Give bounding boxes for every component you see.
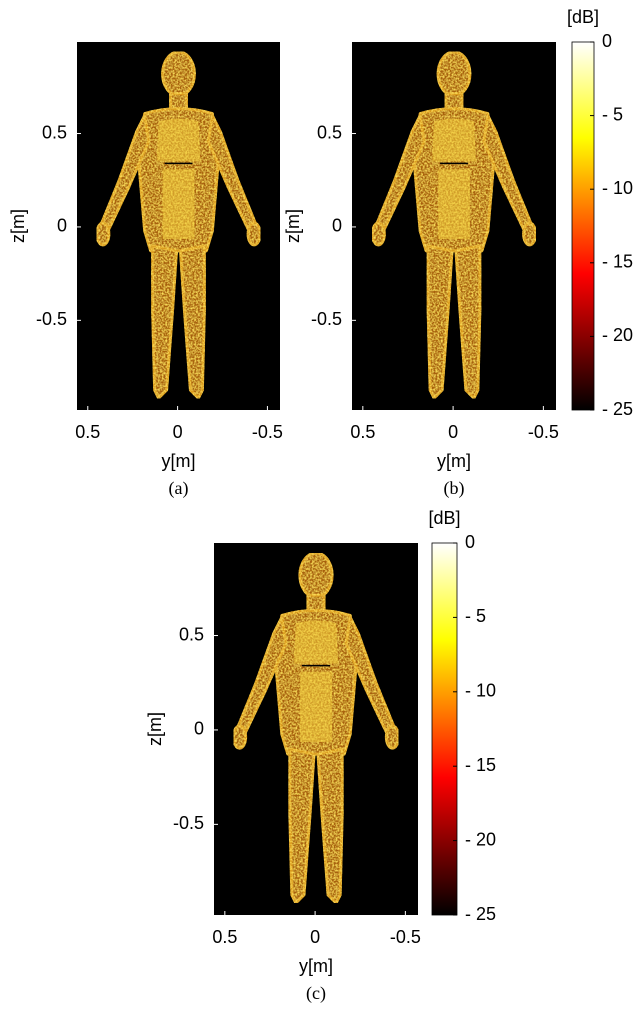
y-tick-label: -0.5 <box>36 309 67 329</box>
y-tick-label: 0 <box>332 216 342 236</box>
colorbar <box>572 42 594 410</box>
x-tick-label: 0 <box>310 927 320 947</box>
x-tick-label: -0.5 <box>390 927 421 947</box>
y-tick-label: -0.5 <box>173 813 204 833</box>
colorbar-label: [dB] <box>567 7 599 27</box>
y-axis-label: z[m] <box>145 712 165 746</box>
y-tick-label: 0 <box>57 216 67 236</box>
caption: (c) <box>306 983 326 1004</box>
y-tick-label: 0.5 <box>317 122 342 142</box>
colorbar-tick-label: - 25 <box>465 904 496 924</box>
colorbar-tick-label: - 5 <box>602 104 623 124</box>
x-axis-label: y[m] <box>437 451 471 471</box>
colorbar-tick-label: - 5 <box>465 606 486 626</box>
x-tick-label: 0 <box>448 422 458 442</box>
x-axis-label: y[m] <box>162 451 196 471</box>
caption: (b) <box>444 478 465 499</box>
colorbar-tick-label: - 15 <box>465 755 496 775</box>
x-tick-label: 0.5 <box>212 927 237 947</box>
y-tick-label: 0.5 <box>179 624 204 644</box>
y-tick-label: -0.5 <box>311 309 342 329</box>
colorbar-tick-label: - 20 <box>602 325 633 345</box>
colorbar-label: [dB] <box>428 508 460 528</box>
colorbar-tick-label: - 15 <box>602 252 633 272</box>
colorbar-tick-label: 0 <box>465 532 475 552</box>
colorbar-tick-label: - 20 <box>465 829 496 849</box>
y-tick-label: 0.5 <box>42 122 67 142</box>
x-axis-label: y[m] <box>299 956 333 976</box>
colorbar-tick-label: 0 <box>602 31 612 51</box>
colorbar <box>432 543 457 915</box>
colorbar-tick-label: - 25 <box>602 399 633 419</box>
y-axis-label: z[m] <box>283 209 303 243</box>
caption: (a) <box>169 478 189 499</box>
x-tick-label: 0.5 <box>350 422 375 442</box>
colorbar-tick-label: - 10 <box>465 681 496 701</box>
y-tick-label: 0 <box>194 719 204 739</box>
x-tick-label: -0.5 <box>528 422 559 442</box>
figure: 0.5 0 -0.5 0.5 0 -0.5 y[m] z[m] (a) 0.5 0 -0.5 0.5 0 -… <box>0 0 644 1011</box>
x-tick-label: -0.5 <box>252 422 283 442</box>
y-axis-label: z[m] <box>8 209 28 243</box>
page: 0.5 0 -0.5 0.5 0 -0.5 y[m] z[m] (a) 0.5 0 -0.5 0.5 0 -… <box>0 0 644 1011</box>
x-tick-label: 0.5 <box>75 422 100 442</box>
colorbar-tick-label: - 10 <box>602 178 633 198</box>
x-tick-label: 0 <box>173 422 183 442</box>
